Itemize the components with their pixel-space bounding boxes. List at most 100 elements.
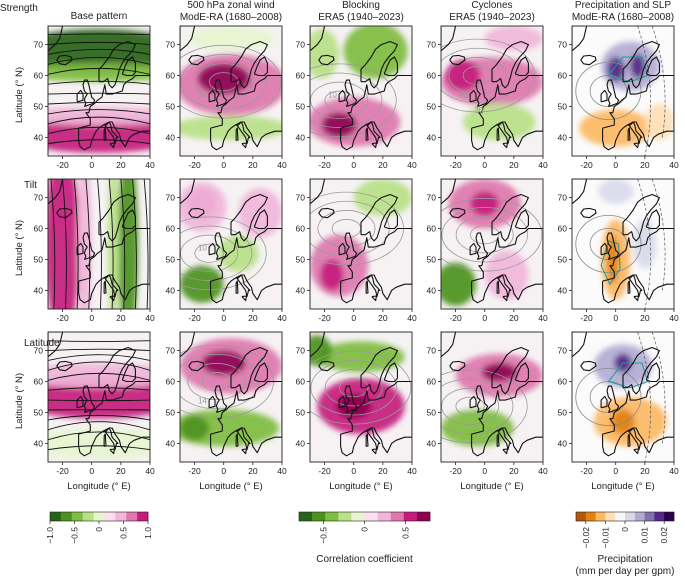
panel-frame (47, 178, 151, 310)
field-blob (48, 29, 150, 73)
colorbar-tick-label: 0.01 (640, 527, 650, 544)
coastline (310, 332, 412, 457)
x-tick-label: 0 (482, 466, 487, 476)
y-tick-label: 70 (166, 193, 176, 203)
y-tick-label: 70 (166, 346, 176, 356)
slp-contour (575, 367, 642, 426)
coastline-path (235, 274, 251, 298)
coastline-path (188, 360, 205, 372)
coastline-path (180, 179, 196, 205)
x-tick-label: 0 (221, 313, 226, 323)
map-panel-strength-5: 40 50 60 70 -20 0 20 40 (558, 25, 679, 170)
streamline (62, 179, 67, 309)
y-tick-label: 50 (558, 254, 568, 264)
field-blob (317, 341, 405, 373)
y-tick-label: 60 (427, 71, 437, 81)
climatology-contour (441, 387, 500, 425)
field-layer (441, 179, 543, 309)
x-tick-label: -20 (449, 466, 462, 476)
coastline-path (627, 427, 643, 451)
coastline (572, 332, 674, 457)
field-layer (48, 332, 150, 462)
colorbar-swatch (104, 512, 116, 521)
x-tick-label: 20 (509, 160, 519, 170)
coastline-path (214, 79, 228, 108)
streamline (48, 116, 150, 125)
x-tick-label: -20 (318, 160, 331, 170)
coastline-path (121, 209, 136, 230)
colorbar-tick-label: −0.02 (581, 527, 591, 549)
coastline-path (627, 121, 643, 145)
coastline-path (471, 380, 543, 457)
x-tick-label: 40 (277, 313, 287, 323)
coastline-path (627, 280, 631, 295)
x-tick-label: 0 (351, 313, 356, 323)
y-tick-label: 50 (558, 407, 568, 417)
coastline-path (103, 121, 119, 145)
x-axis-label: Longitude (° E) (199, 481, 262, 492)
field-blob (310, 335, 332, 367)
x-tick-label: 0 (351, 466, 356, 476)
coastline (180, 179, 282, 304)
streamline (85, 179, 91, 309)
contour-lines (48, 33, 150, 145)
column-title-line: ModE-RA (1680–2008) (572, 12, 674, 23)
climatology-contour (455, 216, 514, 254)
climatology-contour (441, 378, 514, 434)
panel-frame (571, 178, 675, 310)
x-axis-label: Longitude (° E) (67, 481, 130, 492)
coastline (572, 26, 674, 151)
map-panel-tilt-5: 40 50 60 70 -20 0 20 40 (558, 178, 679, 323)
coastline-path (76, 89, 84, 103)
coastline-path (344, 385, 358, 414)
coastline-path (580, 54, 597, 66)
coastline-path (48, 332, 64, 358)
streamline (48, 57, 150, 65)
field-blob (470, 191, 500, 217)
map-panel-strength-4: 40 30 40 50 60 70 -20 0 20 40 (427, 25, 548, 170)
y-tick-label: 40 (34, 438, 44, 448)
panel-frame (440, 25, 544, 157)
y-tick-label: 50 (34, 101, 44, 111)
coastline-path (502, 295, 508, 302)
climatology-contour (310, 81, 369, 119)
climatology-contour (180, 234, 239, 272)
coastline-path (502, 448, 508, 455)
colorbar-swatch (351, 512, 365, 521)
contour-label: 40 (459, 91, 468, 100)
colorbar-swatch (625, 512, 636, 521)
column-title-line: ERA5 (1940–2023) (449, 12, 535, 23)
map-panel-latitude-3: 40 50 60 70 -20 0 20 40 Longitude (° E) (296, 331, 417, 492)
y-tick-label: 50 (296, 407, 306, 417)
field-blob (611, 409, 635, 435)
field-blobs (180, 338, 282, 447)
streamline (73, 179, 79, 309)
x-tick-label: 0 (89, 313, 94, 323)
coastline-path (56, 360, 73, 372)
field-blob (343, 26, 408, 79)
x-tick-label: -20 (580, 313, 593, 323)
climatology-contour (455, 396, 485, 416)
climatology-contour (310, 72, 383, 128)
coastline-path (502, 142, 508, 149)
colorbar-swatch (654, 512, 665, 521)
x-tick-label: 0 (221, 466, 226, 476)
y-tick-label: 60 (427, 224, 437, 234)
y-tick-label: 40 (427, 132, 437, 142)
field-layer (310, 179, 412, 309)
coastline-path (496, 274, 512, 298)
colorbars: −1.0 −0.5 0 0.5 1.0 −0.5 0 0.5 Correlation coeff… (45, 511, 674, 577)
contour-lines (48, 340, 150, 451)
x-tick-label: 40 (669, 466, 679, 476)
coastline (441, 26, 543, 151)
coastline (572, 179, 674, 304)
coastline-path (338, 242, 346, 256)
coastline-path (318, 360, 335, 372)
coastline-path (82, 79, 96, 108)
y-tick-label: 40 (166, 132, 176, 142)
coastline-path (475, 79, 489, 108)
y-tick-label: 50 (427, 407, 437, 417)
colorbar-swatch (50, 512, 62, 521)
